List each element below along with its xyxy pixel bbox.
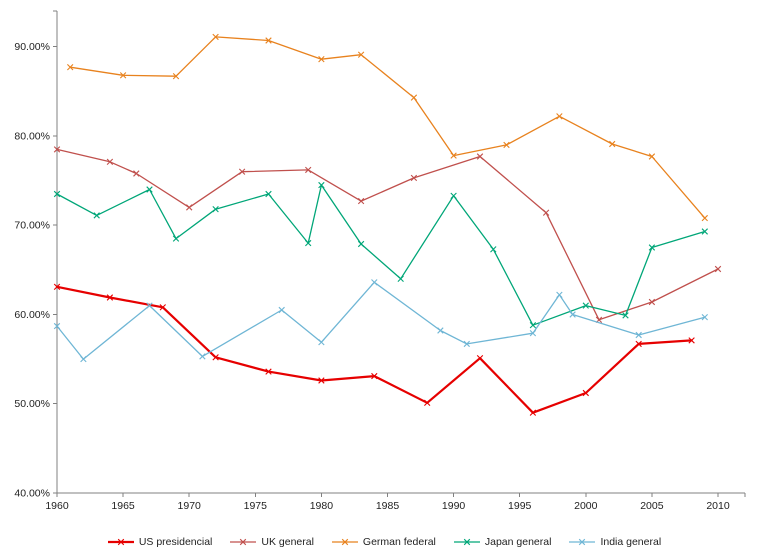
series-line-us-presidencial — [55, 285, 693, 414]
y-tick-label: 50.00% — [14, 398, 50, 410]
legend-item-japan-general: Japan general — [453, 536, 552, 548]
x-tick-label: 1970 — [178, 500, 202, 512]
legend-item-india-general: India general — [569, 536, 661, 548]
legend-item-label: German federal — [362, 536, 436, 548]
y-tick-label: 40.00% — [14, 488, 50, 500]
x-tick-label: 1980 — [310, 500, 334, 512]
x-tick-label: 1985 — [376, 500, 400, 512]
series-markers-japan-general — [53, 181, 708, 329]
series-line-german-federal — [69, 36, 706, 219]
y-tick-label: 70.00% — [14, 220, 50, 232]
x-tick-label: 1995 — [508, 500, 532, 512]
legend-item-label: UK general — [261, 536, 314, 548]
legend-item-label: India general — [600, 536, 662, 548]
axes — [56, 11, 745, 494]
chart-legend: US presidencial UK general German federal J… — [0, 536, 769, 548]
legend-item-label: Japan general — [484, 536, 552, 548]
x-tick-label: 1960 — [45, 500, 69, 512]
series-markers-german-federal — [67, 33, 708, 222]
legend-item-label: US presidencial — [138, 536, 213, 548]
legend-line-x-marker-icon — [453, 538, 480, 546]
legend-line-x-marker-icon — [569, 538, 596, 546]
legend-item-us-presidencial: US presidencial — [107, 536, 213, 548]
x-tick-label: 1965 — [111, 500, 135, 512]
series-line-india-general — [56, 281, 706, 360]
legend-line-x-marker-icon — [107, 538, 134, 546]
x-tick-label: 2005 — [640, 500, 664, 512]
y-tick-label: 90.00% — [14, 41, 50, 53]
series-line-uk-general — [56, 148, 719, 321]
legend-line-x-marker-icon — [331, 538, 358, 546]
series-line-japan-general — [56, 184, 706, 326]
series-markers-us-presidencial — [53, 283, 695, 416]
x-tick-label: 1975 — [244, 500, 268, 512]
x-tick-label: 1990 — [442, 500, 466, 512]
legend-line-x-marker-icon — [230, 538, 257, 546]
y-tick-label: 80.00% — [14, 130, 50, 142]
legend-item-german-federal: German federal — [331, 536, 436, 548]
y-tick-label: 60.00% — [14, 309, 50, 321]
x-tick-label: 2000 — [574, 500, 598, 512]
x-tick-label: 2010 — [706, 500, 730, 512]
series-markers-india-general — [53, 279, 708, 363]
legend-item-uk-general: UK general — [230, 536, 314, 548]
series-markers-uk-general — [53, 146, 722, 323]
